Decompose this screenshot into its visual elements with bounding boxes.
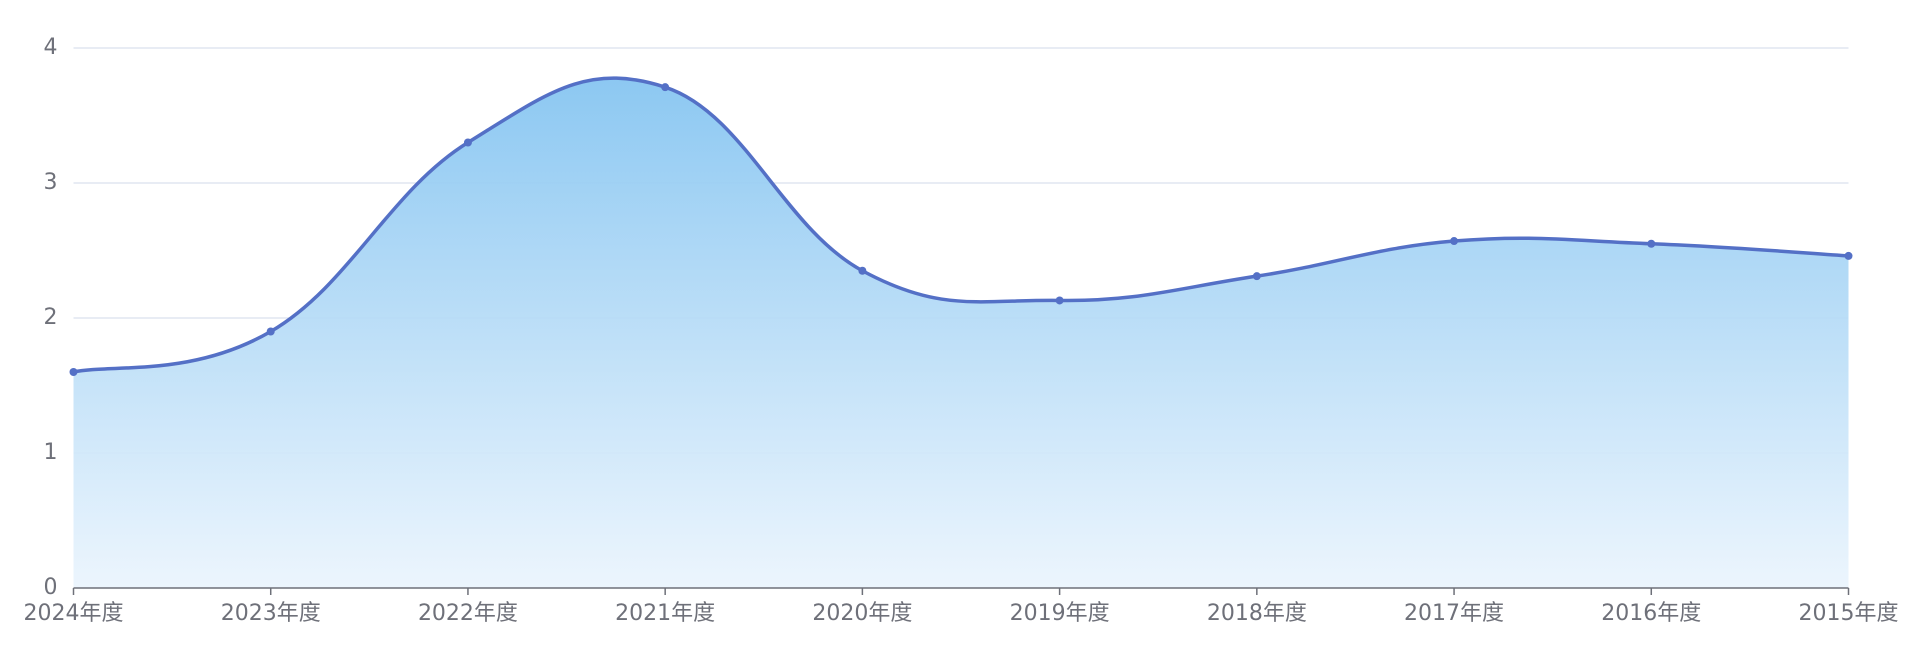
y-tick-label: 2 <box>44 305 58 330</box>
y-tick-label: 0 <box>44 575 58 600</box>
point <box>858 266 867 275</box>
point <box>1252 272 1261 281</box>
line <box>73 76 1849 374</box>
x-tick-label: 2021年度 <box>615 601 715 626</box>
point <box>463 138 472 147</box>
x-tick-label: 2022年度 <box>418 601 518 626</box>
y-tick-label: 3 <box>44 170 58 195</box>
y-tick-label: 4 <box>44 35 58 60</box>
x-tick-label: 2019年度 <box>1010 601 1110 626</box>
x-tick-label: 2016年度 <box>1601 601 1701 626</box>
x-tick-label: 2024年度 <box>24 601 124 626</box>
x-tick-label: 2020年度 <box>812 601 912 626</box>
x-tick-label: 2017年度 <box>1404 601 1504 626</box>
y-tick-label: 1 <box>44 440 58 465</box>
point <box>1450 237 1459 246</box>
point <box>661 83 670 92</box>
point <box>69 368 78 376</box>
point <box>266 327 275 336</box>
point <box>1844 251 1853 260</box>
point <box>1647 239 1656 248</box>
x-tick-label: 2018年度 <box>1207 601 1307 626</box>
area <box>73 78 1849 589</box>
point <box>1055 296 1064 305</box>
x-tick-label: 2015年度 <box>1799 601 1899 626</box>
x-tick-label: 2023年度 <box>221 601 321 626</box>
